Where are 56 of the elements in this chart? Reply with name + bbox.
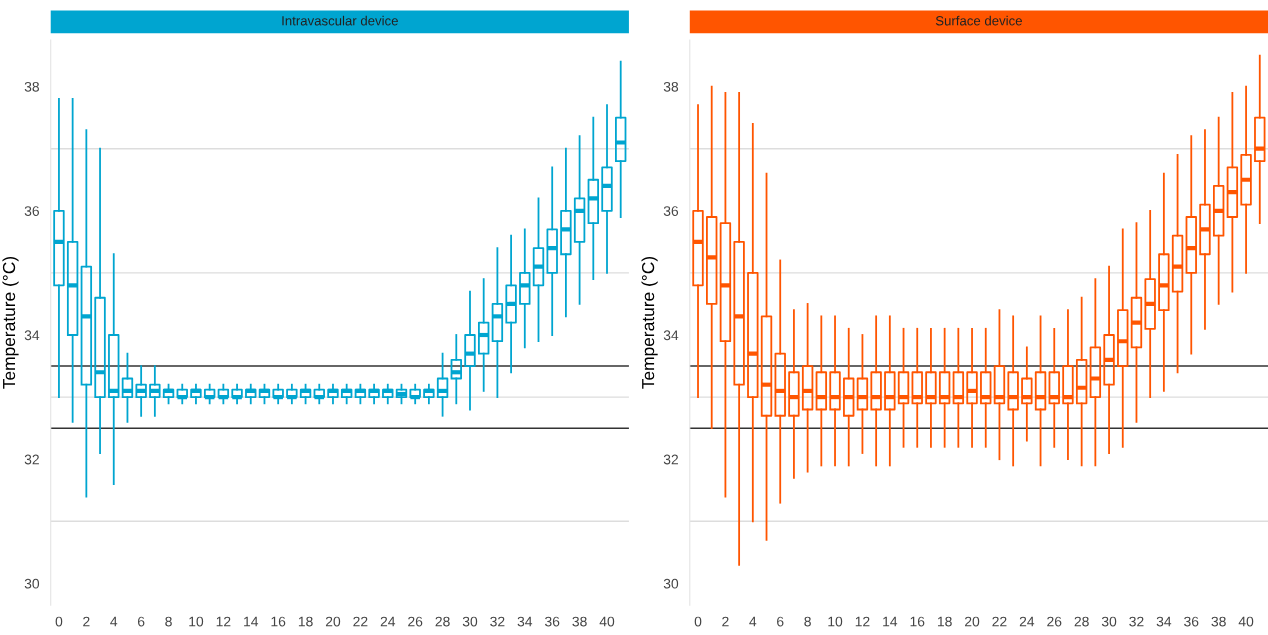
y-axis-title: Temperature (°C)	[2, 256, 19, 389]
x-tick-label: 26	[408, 616, 423, 627]
x-tick-label: 22	[353, 616, 368, 627]
chart-title: Intravascular device	[282, 15, 398, 26]
x-tick-label: 16	[910, 616, 925, 627]
y-tick-label: 30	[24, 578, 40, 589]
x-tick-label: 18	[937, 616, 952, 627]
x-tick-label: 20	[325, 616, 341, 627]
x-tick-label: 2	[83, 616, 90, 627]
y-axis-title: Temperature (°C)	[641, 256, 658, 389]
x-tick-label: 6	[777, 616, 784, 627]
y-tick-label: 36	[663, 206, 679, 216]
y-tick-label: 30	[663, 578, 679, 589]
x-tick-label: 12	[855, 616, 870, 627]
y-tick-label: 34	[24, 330, 40, 341]
x-tick-label: 12	[216, 616, 231, 627]
x-tick-label: 10	[189, 616, 204, 627]
x-tick-label: 38	[1211, 616, 1226, 627]
x-tick-label: 18	[298, 616, 313, 627]
x-tick-label: 36	[545, 616, 560, 627]
x-tick-label: 14	[244, 616, 259, 627]
y-tick-label: 32	[663, 454, 678, 465]
x-tick-label: 32	[490, 616, 505, 627]
x-tick-label: 16	[271, 616, 286, 627]
chart-title: Surface device	[935, 15, 1022, 26]
x-tick-label: 10	[828, 616, 843, 627]
x-tick-label: 30	[1101, 616, 1117, 627]
x-tick-label: 28	[435, 616, 450, 627]
x-tick-label: 34	[1156, 616, 1172, 627]
x-tick-label: 6	[137, 616, 145, 627]
x-tick-label: 32	[1129, 616, 1144, 627]
x-tick-label: 40	[599, 616, 615, 627]
x-tick-label: 26	[1047, 616, 1062, 627]
x-tick-label: 4	[749, 616, 757, 627]
x-tick-label: 8	[804, 616, 811, 627]
x-tick-label: 4	[110, 616, 118, 627]
x-tick-label: 0	[55, 616, 63, 627]
x-tick-label: 8	[165, 616, 172, 627]
x-tick-label: 24	[380, 616, 396, 627]
x-tick-label: 20	[965, 616, 980, 627]
x-tick-label: 22	[992, 616, 1007, 627]
x-tick-label: 34	[517, 616, 533, 627]
x-tick-label: 36	[1184, 616, 1199, 627]
y-tick-label: 34	[663, 330, 679, 341]
x-tick-label: 38	[572, 616, 587, 627]
x-tick-label: 14	[883, 616, 898, 627]
y-tick-label: 38	[663, 81, 679, 92]
y-tick-label: 32	[24, 454, 39, 465]
x-tick-label: 30	[462, 616, 478, 627]
y-tick-label: 36	[24, 206, 39, 216]
x-tick-label: 24	[1019, 616, 1035, 627]
x-tick-label: 2	[722, 616, 729, 627]
x-tick-label: 0	[694, 616, 702, 627]
x-tick-label: 40	[1238, 616, 1254, 627]
x-tick-label: 28	[1074, 616, 1089, 627]
y-tick-label: 38	[24, 81, 40, 92]
